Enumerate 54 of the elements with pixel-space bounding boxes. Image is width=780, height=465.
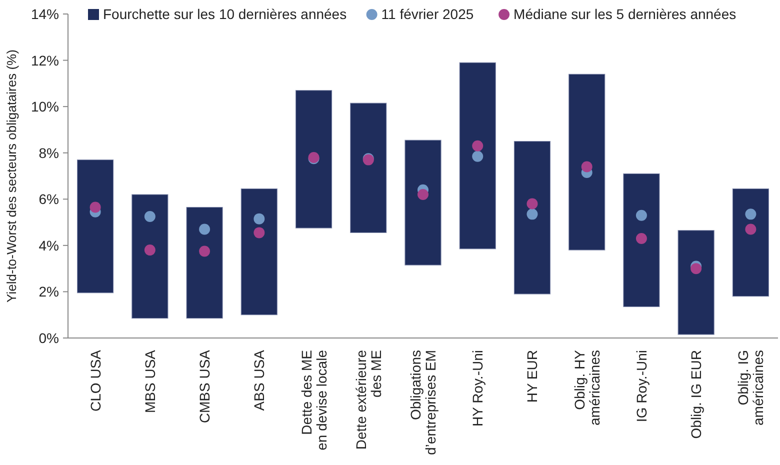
bar <box>350 102 387 233</box>
y-axis-title: Yield-to-Worst des secteurs obligataires (%) <box>4 50 19 302</box>
x-tick-label: HY EUR <box>524 350 540 403</box>
point <box>690 263 702 274</box>
point <box>199 224 210 235</box>
x-tick-label: CLO USA <box>87 349 104 412</box>
point <box>581 161 592 172</box>
point <box>636 210 647 221</box>
x-tick-label: Dette des ME en devise locale <box>298 350 330 450</box>
x-tick-label: IG Roy.-Uni <box>633 350 650 422</box>
bar <box>732 188 770 297</box>
point <box>90 202 101 213</box>
bar <box>295 90 332 228</box>
legend-label: Fourchette sur les 10 dernières années <box>103 6 347 22</box>
point <box>472 150 484 162</box>
bar <box>459 62 496 250</box>
y-tick-label: 14% <box>30 6 59 22</box>
legend-label: 11 février 2025 <box>381 6 474 22</box>
bar <box>514 140 551 294</box>
x-tick-label: MBS USA <box>142 349 158 414</box>
bar <box>568 74 606 250</box>
y-tick-label: 2% <box>38 284 59 300</box>
bar <box>76 160 114 294</box>
x-tick-label: Oblig. IG américaines <box>735 350 766 426</box>
point <box>144 211 156 222</box>
point <box>526 208 538 220</box>
x-tick-label: ABS USA <box>251 349 268 411</box>
bar <box>186 206 223 319</box>
point <box>144 244 156 256</box>
bar <box>678 230 714 335</box>
y-tick-label: 12% <box>30 52 59 68</box>
bar <box>132 194 168 319</box>
point <box>472 140 484 152</box>
y-tick-label: 10% <box>30 98 59 115</box>
bar <box>240 188 278 316</box>
x-tick-label: Oblig. IG EUR <box>688 350 704 439</box>
point <box>418 189 428 200</box>
point <box>526 198 538 210</box>
x-tick-label: Oblig. HY américaines <box>571 349 602 426</box>
x-tick-label: CMBS USA <box>196 349 213 424</box>
y-tick-label: 8% <box>38 144 59 161</box>
y-tick-label: 6% <box>38 191 59 208</box>
point <box>199 246 210 257</box>
y-tick-label: 0% <box>38 330 59 346</box>
point <box>254 227 265 238</box>
point <box>745 224 756 235</box>
x-tick-label: HY Roy.-Uni <box>470 350 486 427</box>
point <box>745 208 756 220</box>
y-tick-label: 4% <box>38 237 59 254</box>
point <box>254 213 265 224</box>
bar <box>404 140 442 266</box>
bar <box>623 173 660 308</box>
legend-label: Médiane sur les 5 dernières années <box>514 6 736 22</box>
point <box>636 232 647 244</box>
